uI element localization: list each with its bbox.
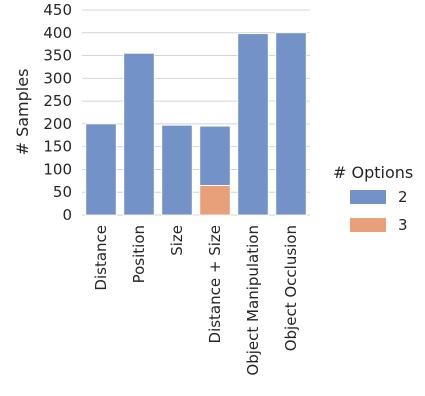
y-tick-label: 400 <box>43 24 72 42</box>
y-tick-label: 50 <box>53 183 72 201</box>
bar-2-3 <box>199 125 231 186</box>
x-tick-label: Object Occlusion <box>282 225 300 351</box>
x-tick-label: Size <box>168 225 186 256</box>
y-tick-labels: 0 50 100 150 200 250 300 350 400 450 <box>43 1 72 224</box>
legend: # Options 2 3 <box>333 163 413 234</box>
y-tick-label: 0 <box>62 206 72 224</box>
legend-title: # Options <box>333 163 413 182</box>
x-tick-label: Position <box>130 225 148 283</box>
legend-swatch-3 <box>350 218 386 232</box>
y-tick-label: 300 <box>43 69 72 87</box>
bar-2-5 <box>275 32 307 216</box>
gridlines <box>82 9 310 216</box>
x-tick-labels: Distance Position Size Distance + Size Objec… <box>92 225 300 376</box>
bar-3-3 <box>199 184 231 216</box>
legend-swatch-2 <box>350 190 386 204</box>
legend-label: 3 <box>398 216 408 234</box>
legend-label: 2 <box>398 188 408 206</box>
bar-2-2 <box>161 124 193 216</box>
x-tick-label: Object Manipulation <box>244 225 262 376</box>
x-tick-label: Distance + Size <box>206 225 224 343</box>
y-tick-label: 250 <box>43 92 72 110</box>
bar-2-0 <box>85 123 117 216</box>
bar-2-1 <box>123 52 155 216</box>
bar-2-4 <box>237 33 269 216</box>
y-tick-label: 100 <box>43 160 72 178</box>
x-tick-label: Distance <box>92 225 110 291</box>
bars <box>85 32 307 216</box>
y-axis-title: # Samples <box>13 69 32 156</box>
y-tick-label: 200 <box>43 115 72 133</box>
y-tick-label: 350 <box>43 47 72 65</box>
y-tick-label: 450 <box>43 1 72 19</box>
y-tick-label: 150 <box>43 138 72 156</box>
